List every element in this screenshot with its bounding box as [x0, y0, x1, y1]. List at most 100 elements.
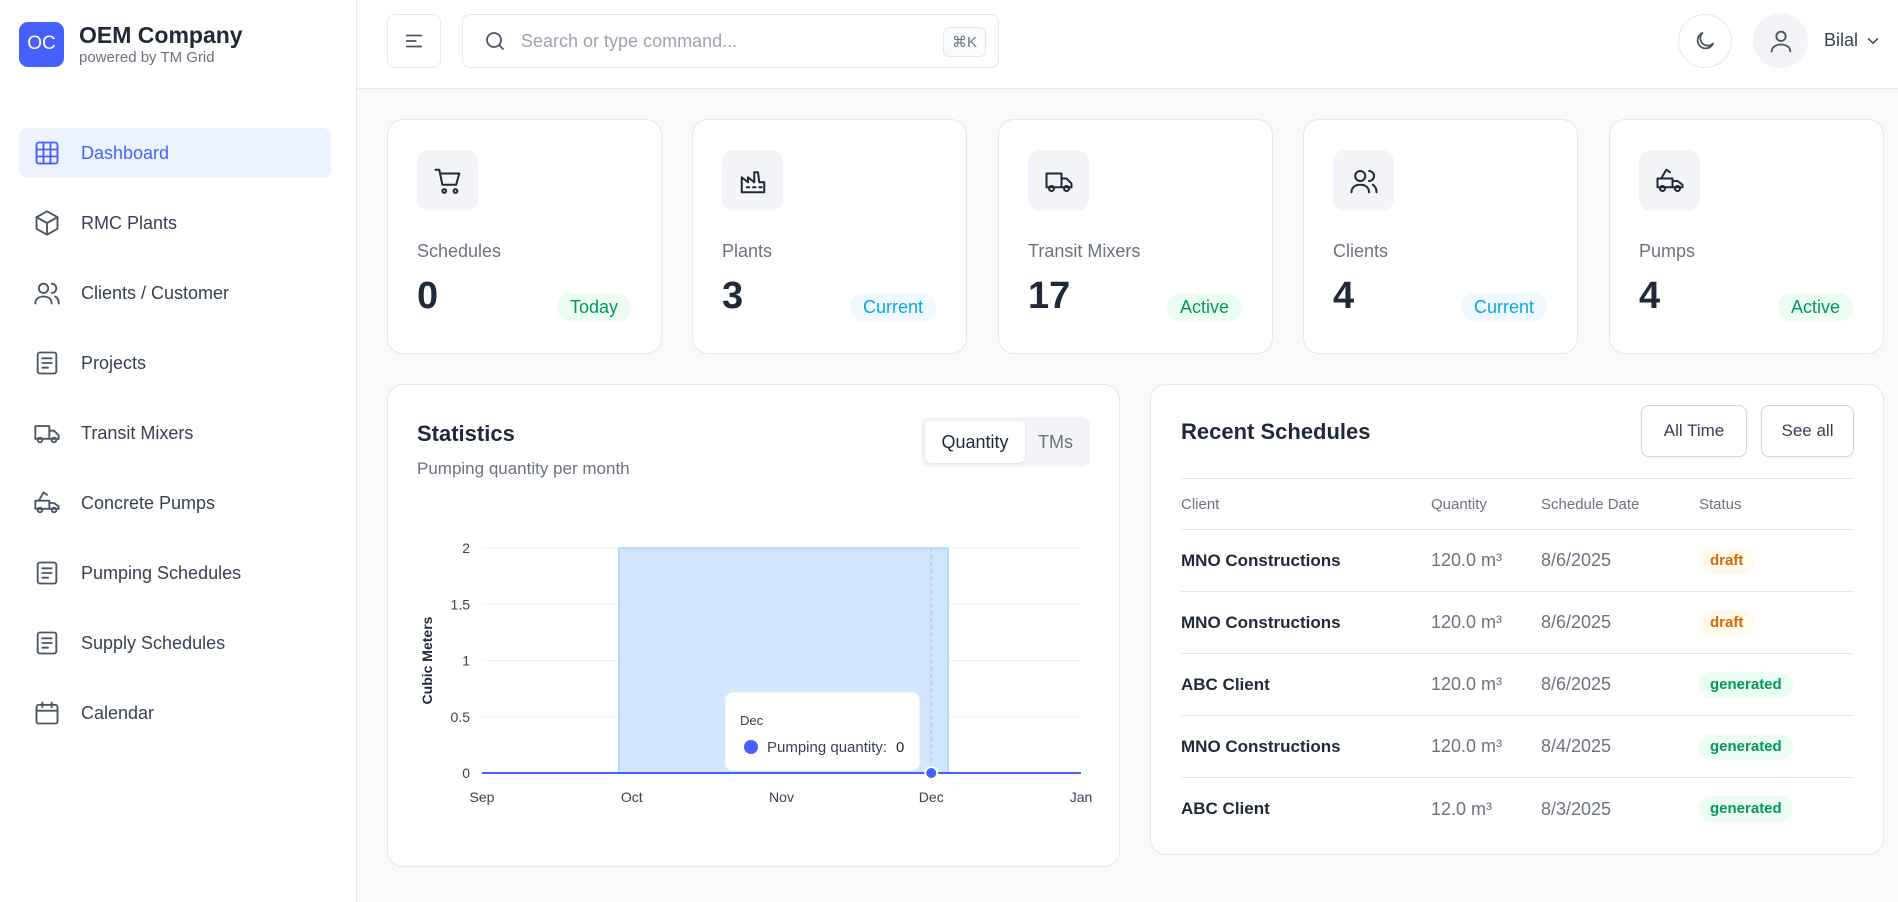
x-tick-label: Dec	[919, 789, 944, 805]
shortcut-hint: ⌘K	[942, 27, 986, 57]
hamburger-icon	[405, 34, 423, 48]
y-axis: 0 0.5 1 1.5 2	[451, 540, 471, 781]
stat-label: Clients	[1333, 241, 1389, 261]
status-cell: generated	[1699, 671, 1854, 698]
date-cell: 8/6/2025	[1541, 550, 1612, 570]
table-row[interactable]: ABC Client 12.0 m³ 8/3/2025 generated	[1181, 778, 1854, 840]
client-cell: MNO Constructions	[1181, 736, 1341, 756]
pump-truck-icon	[1639, 150, 1700, 211]
table-row[interactable]: ABC Client 120.0 m³ 8/6/2025 generated	[1181, 654, 1854, 716]
status-cell: generated	[1699, 733, 1854, 760]
tooltip-marker	[744, 740, 758, 754]
brand-subtitle: powered by TM Grid	[79, 49, 215, 66]
status-badge: Today	[556, 293, 631, 322]
quantity-cell: 120.0 m³	[1431, 612, 1503, 632]
pump-truck-icon	[33, 489, 61, 517]
sidebar-nav: Dashboard RMC Plants Clients / Customer …	[19, 128, 331, 758]
search-box[interactable]: ⌘K	[462, 14, 999, 68]
search-input[interactable]	[521, 30, 921, 52]
sidebar-item-concrete-pumps[interactable]: Concrete Pumps	[19, 478, 331, 528]
status-badge: generated	[1699, 733, 1793, 760]
moon-icon	[1696, 32, 1714, 50]
document-icon	[33, 349, 61, 377]
brand[interactable]: OC OEM Company powered by TM Grid	[19, 21, 243, 67]
statistics-card: Statistics Pumping quantity per month Qu…	[387, 384, 1120, 867]
status-cell: draft	[1699, 547, 1854, 574]
cart-icon	[417, 150, 478, 211]
document-icon	[33, 559, 61, 587]
table-row[interactable]: MNO Constructions 120.0 m³ 8/6/2025 draf…	[1181, 592, 1854, 654]
schedules-table: Client Quantity Schedule Date Status MNO…	[1181, 478, 1854, 840]
stat-card-clients: Clients 4 Current	[1303, 119, 1578, 354]
tab-tms[interactable]: TMs	[1038, 431, 1073, 452]
menu-toggle-button[interactable]	[387, 14, 441, 68]
sidebar-item-label: Clients / Customer	[81, 282, 230, 303]
table-row[interactable]: MNO Constructions 120.0 m³ 8/4/2025 gene…	[1181, 716, 1854, 778]
chevron-down-icon	[1867, 37, 1879, 44]
y-tick-label: 2	[462, 540, 470, 556]
all-time-button[interactable]: All Time	[1641, 405, 1747, 457]
box-icon	[33, 209, 61, 237]
chart-point[interactable]	[924, 766, 939, 780]
status-cell: generated	[1699, 796, 1854, 822]
column-header-status: Status	[1699, 495, 1742, 513]
column-header-quantity: Quantity	[1431, 495, 1487, 513]
users-icon	[1333, 150, 1394, 211]
sidebar-item-rmc-plants[interactable]: RMC Plants	[19, 198, 331, 248]
client-cell: MNO Constructions	[1181, 550, 1341, 570]
theme-toggle-button[interactable]	[1678, 14, 1732, 68]
user-menu[interactable]: Bilal	[1753, 13, 1882, 68]
tooltip-title: Dec	[740, 713, 764, 728]
chart-tooltip: Dec Pumping quantity: 0	[724, 691, 921, 772]
sidebar-item-projects[interactable]: Projects	[19, 338, 331, 388]
x-tick-label: Jan	[1070, 789, 1093, 805]
column-header-date: Schedule Date	[1541, 495, 1640, 513]
brand-name: OEM Company	[79, 22, 243, 48]
date-cell: 8/4/2025	[1541, 736, 1612, 756]
sidebar-item-calendar[interactable]: Calendar	[19, 688, 331, 738]
document-icon	[33, 629, 61, 657]
stat-card-transit-mixers: Transit Mixers 17 Active	[998, 119, 1273, 354]
status-badge: Current	[1460, 293, 1547, 322]
status-badge: Active	[1166, 293, 1242, 322]
table-row[interactable]: MNO Constructions 120.0 m³ 8/6/2025 draf…	[1181, 530, 1854, 592]
status-badge: draft	[1699, 547, 1755, 574]
sidebar-item-supply-schedules[interactable]: Supply Schedules	[19, 618, 331, 668]
truck-icon	[1028, 150, 1089, 211]
stat-label: Transit Mixers	[1028, 241, 1141, 261]
sidebar: OC OEM Company powered by TM Grid Dashbo…	[0, 0, 357, 902]
user-name: Bilal	[1824, 30, 1859, 50]
sidebar-item-clients[interactable]: Clients / Customer	[19, 268, 331, 318]
quantity-cell: 12.0 m³	[1431, 798, 1493, 819]
recent-schedules-card: Recent Schedules All Time See all Client…	[1150, 384, 1884, 855]
brand-text: OEM Company powered by TM Grid	[79, 21, 243, 67]
stat-label: Schedules	[417, 241, 502, 261]
x-axis: Sep Oct Nov Dec Jan	[470, 789, 1093, 805]
statistics-tabs: Quantity TMs	[921, 417, 1090, 467]
stat-value: 3	[722, 275, 744, 317]
date-cell: 8/6/2025	[1541, 612, 1612, 632]
statistics-title: Statistics	[417, 421, 515, 446]
statistics-chart[interactable]: 0 0.5 1 1.5 2 Sep Oct Nov Dec Jan Cubic Meters D…	[388, 385, 1121, 868]
stat-card-pumps: Pumps 4 Active	[1609, 119, 1884, 354]
brand-logo: OC	[19, 21, 64, 67]
stat-label: Pumps	[1639, 241, 1696, 261]
status-badge: draft	[1699, 609, 1755, 636]
stat-card-schedules: Schedules 0 Today	[387, 119, 662, 354]
statistics-subtitle: Pumping quantity per month	[417, 459, 630, 478]
see-all-button[interactable]: See all	[1761, 405, 1854, 457]
sidebar-item-label: Calendar	[81, 702, 155, 723]
calendar-icon	[33, 699, 61, 727]
search-icon	[486, 32, 504, 50]
status-badge: generated	[1699, 671, 1793, 698]
avatar	[1753, 13, 1808, 68]
tab-quantity[interactable]: Quantity	[925, 421, 1025, 463]
y-tick-label: 0.5	[451, 709, 471, 725]
x-tick-label: Oct	[621, 789, 643, 805]
sidebar-item-dashboard[interactable]: Dashboard	[19, 128, 331, 178]
sidebar-item-pumping-schedules[interactable]: Pumping Schedules	[19, 548, 331, 598]
top-header: ⌘K Bilal	[357, 0, 1898, 89]
stat-card-plants: Plants 3 Current	[692, 119, 967, 354]
sidebar-item-transit-mixers[interactable]: Transit Mixers	[19, 408, 331, 458]
y-tick-label: 0	[462, 765, 470, 781]
